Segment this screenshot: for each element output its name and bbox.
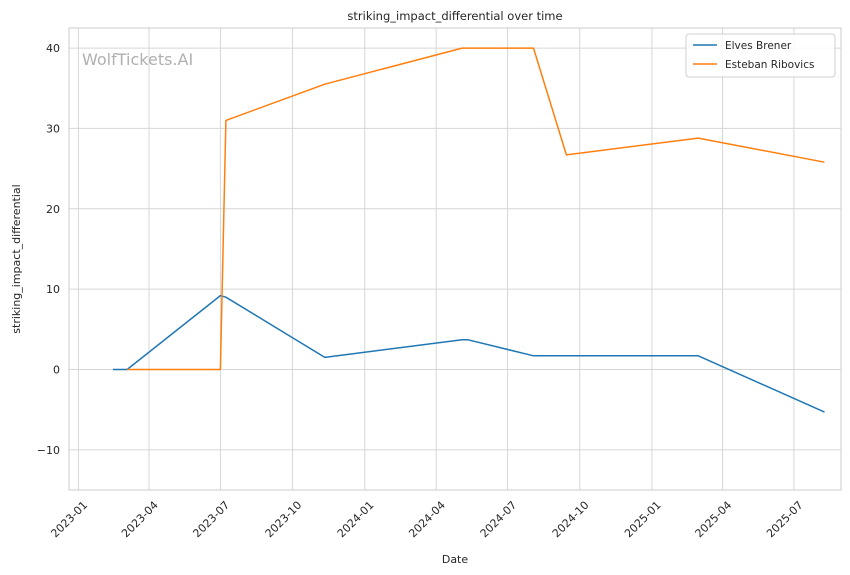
x-tick-label: 2025-01 — [622, 499, 664, 541]
series-line-esteban-ribovics — [127, 47, 825, 371]
y-tick-label: 40 — [46, 42, 60, 55]
legend: Elves Brener Esteban Ribovics — [685, 33, 836, 78]
x-tick-label: 2024-07 — [478, 499, 520, 541]
x-tick-label: 2023-04 — [119, 499, 161, 541]
y-tick-label: −10 — [37, 444, 60, 457]
y-tick-label: 10 — [46, 283, 60, 296]
plot-area — [69, 28, 841, 490]
legend-label-elves-brener: Elves Brener — [725, 40, 792, 52]
plot-frame — [68, 27, 842, 491]
x-tick-label: 2023-10 — [263, 499, 305, 541]
x-tick-label: 2023-07 — [190, 499, 232, 541]
chart-title: striking_impact_differential over time — [347, 9, 562, 23]
watermark-text: WolfTickets.AI — [82, 50, 193, 69]
x-tick-label: 2024-10 — [550, 499, 592, 541]
legend-box — [685, 33, 836, 78]
y-axis-label: striking_impact_differential — [10, 184, 23, 333]
series-line-elves-brener — [112, 294, 825, 413]
legend-label-esteban-ribovics: Esteban Ribovics — [725, 59, 814, 71]
y-axis-ticks: −10 0 10 20 30 40 — [37, 42, 60, 457]
x-tick-label: 2023-01 — [48, 499, 90, 541]
grid — [69, 28, 841, 490]
series-lines — [112, 47, 825, 413]
y-tick-label: 20 — [46, 203, 60, 216]
x-tick-label: 2025-04 — [693, 499, 735, 541]
x-tick-label: 2025-07 — [764, 499, 806, 541]
x-tick-label: 2024-04 — [406, 499, 448, 541]
x-axis-ticks: 2023-01 2023-04 2023-07 2023-10 2024-01 2024-… — [48, 499, 805, 541]
x-tick-label: 2024-01 — [335, 499, 377, 541]
x-axis-label: Date — [442, 553, 469, 566]
y-tick-label: 30 — [46, 122, 60, 135]
y-tick-label: 0 — [53, 363, 60, 376]
